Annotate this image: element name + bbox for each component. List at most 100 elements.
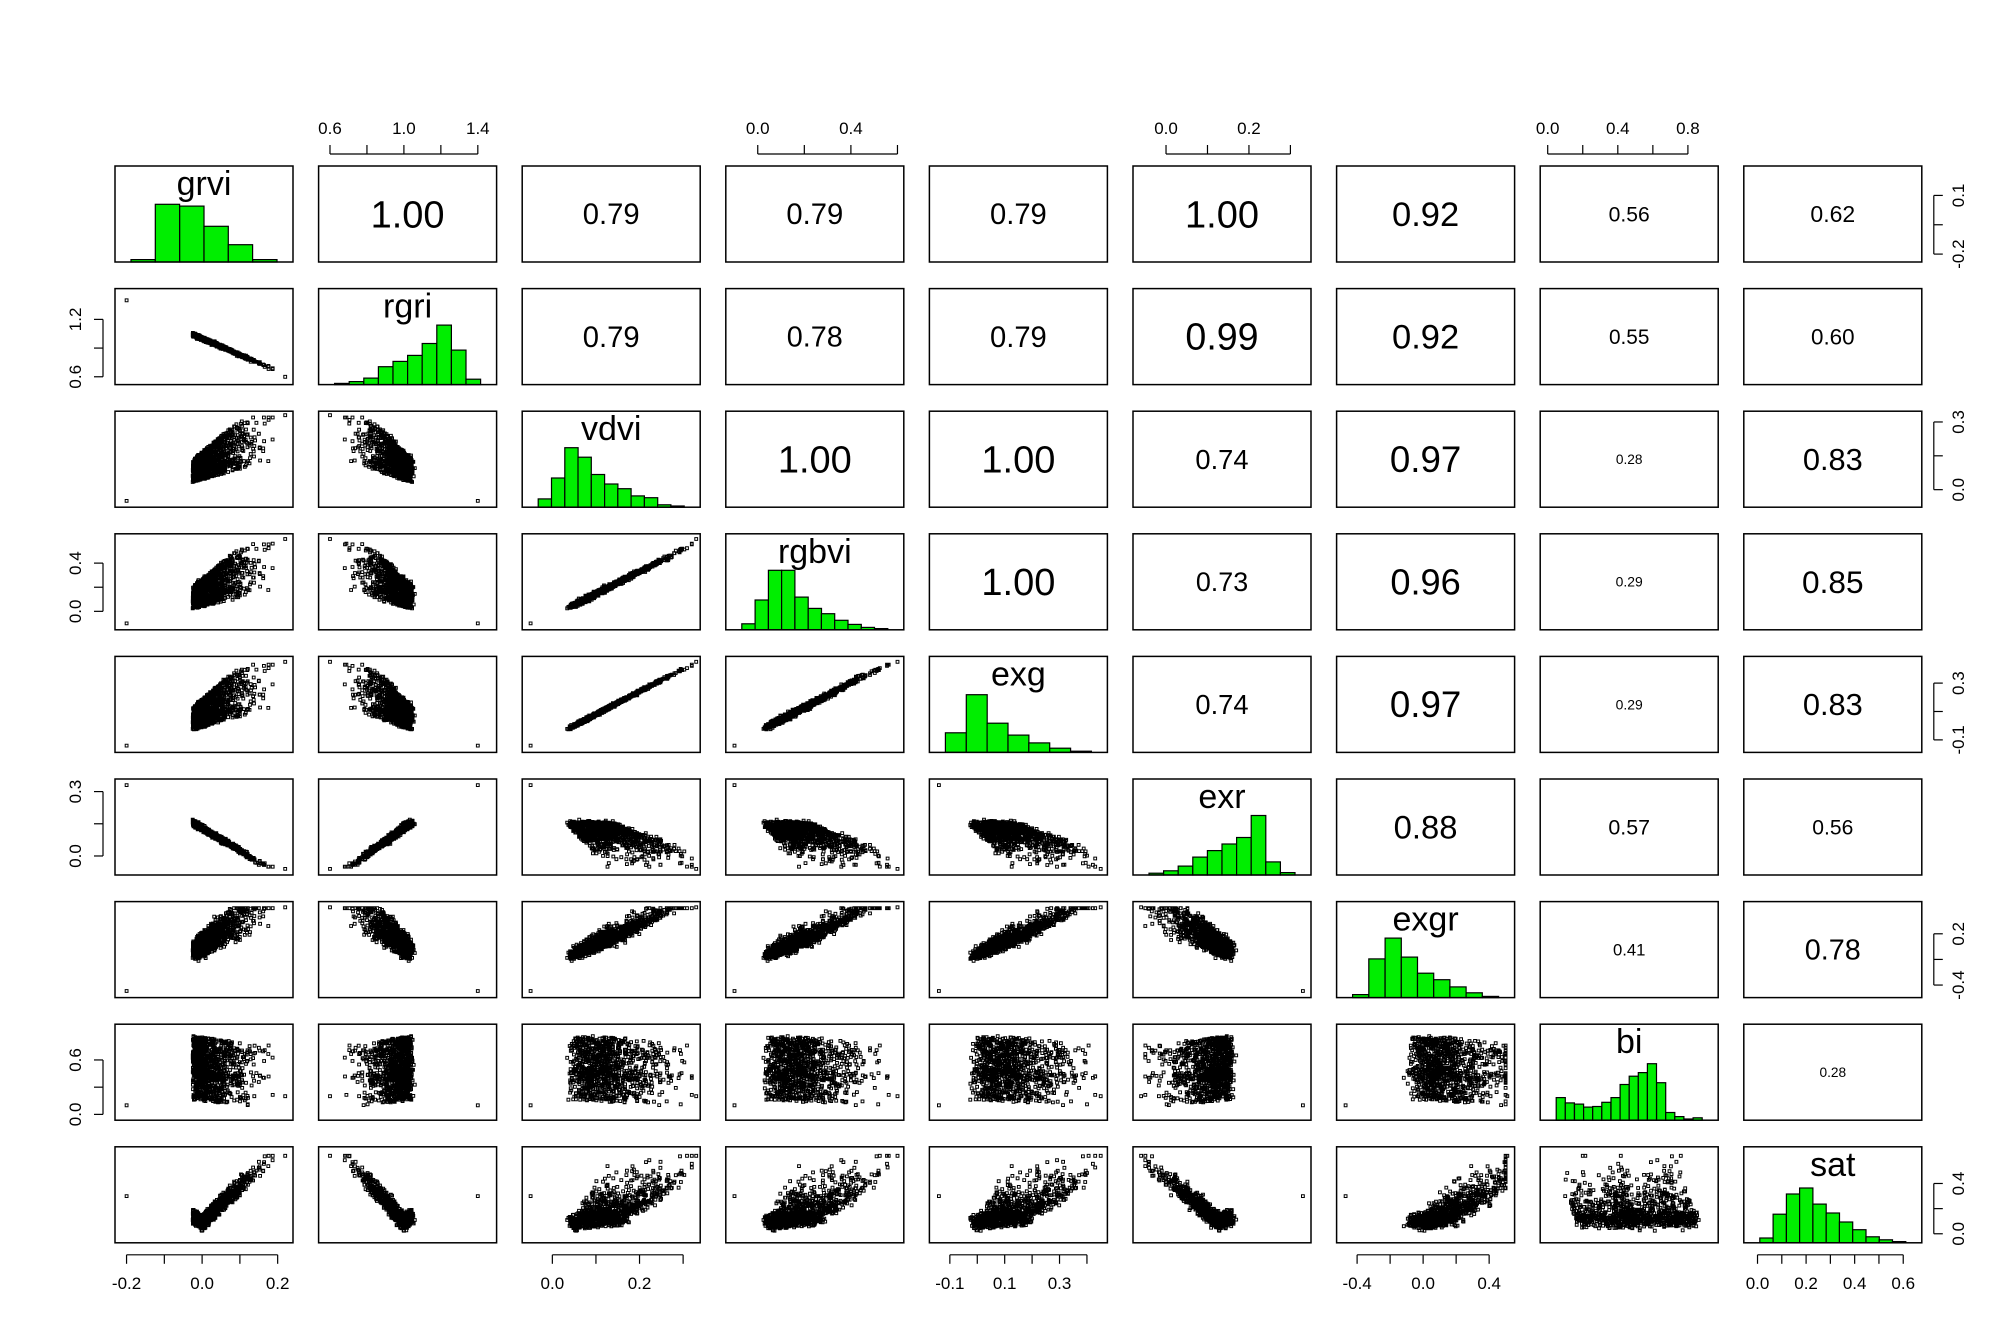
panel-exr-rgri (317, 778, 498, 876)
histogram-bar (154, 203, 181, 263)
correlation-label: 0.83 (1803, 687, 1863, 722)
panel-frame (521, 533, 701, 631)
panel-frame (114, 165, 294, 263)
panel-rgri-rgri: rgri (317, 288, 498, 386)
tick-label: -0.4 (1342, 1274, 1371, 1293)
panel-frame (521, 1023, 701, 1121)
correlation-label: 0.92 (1392, 196, 1459, 234)
panels-layer: grvi 1.00 0.79 0.79 0.79 1.00 0.92 0.56 0.62 rgri… (114, 165, 1923, 1244)
tick-label: 0.2 (1237, 119, 1261, 138)
panel-exr-exgr: 0.88 (1335, 778, 1516, 876)
panel-exgr-rgbvi (725, 900, 905, 999)
histogram-bar (1592, 1105, 1603, 1121)
variable-name-label: rgbvi (778, 533, 852, 571)
panel-grvi-rgbvi: 0.79 (725, 165, 905, 263)
panel-rgbvi-exgr: 0.96 (1335, 533, 1516, 631)
correlation-label: 0.41 (1613, 940, 1645, 959)
tick-label: 0.0 (66, 1103, 85, 1127)
correlation-label: 0.78 (787, 322, 843, 354)
panel-exgr-exg (928, 900, 1109, 999)
scatter-points (732, 1153, 900, 1233)
panel-exr-rgbvi (725, 778, 905, 876)
panel-exgr-vdvi (521, 900, 701, 999)
panel-frame (521, 778, 701, 876)
panel-frame (725, 165, 905, 263)
histogram-bar (577, 456, 592, 508)
panel-exgr-exgr: exgr (1335, 901, 1516, 999)
top-axis-exr: 0.0 0.2 (1154, 119, 1292, 155)
panel-frame (521, 287, 701, 386)
scatter-points (528, 783, 699, 871)
scatter-points (528, 659, 699, 748)
panel-exg-vdvi (521, 655, 701, 754)
histogram-bar (203, 225, 229, 263)
tick-label: 0.0 (190, 1274, 214, 1293)
histogram-bar (1601, 1101, 1612, 1121)
tick-label: -0.4 (1949, 970, 1968, 999)
histogram-bar (603, 483, 619, 508)
panel-frame (1132, 1146, 1312, 1244)
variable-name-label: exg (991, 655, 1046, 693)
panel-frame (928, 1146, 1109, 1244)
panel-frame (317, 410, 498, 508)
right-axis-exg: -0.1 0.3 (1933, 671, 1968, 755)
panel-frame (521, 900, 701, 999)
panel-bi-rgbvi (725, 1023, 905, 1121)
panel-vdvi-rgbvi: 1.00 (725, 410, 905, 508)
correlation-label: 0.60 (1811, 324, 1855, 349)
panel-frame (1335, 165, 1516, 263)
histogram-bar (834, 619, 849, 631)
panel-exgr-bi: 0.41 (1539, 900, 1719, 999)
histogram-bar (407, 354, 423, 386)
histogram-bar (550, 477, 566, 508)
panel-frame (521, 1146, 701, 1244)
correlation-label: 0.79 (583, 322, 640, 354)
panel-frame (317, 165, 498, 263)
scatter-points (124, 905, 288, 993)
correlation-label: 0.96 (1390, 561, 1460, 602)
panel-exg-rgri (317, 655, 498, 754)
panel-sat-rgbvi (725, 1146, 905, 1244)
scatter-points (732, 659, 900, 748)
scatter-points (124, 1034, 288, 1108)
panel-frame (1335, 778, 1516, 876)
panel-frame (928, 533, 1109, 631)
panel-vdvi-sat: 0.83 (1743, 410, 1923, 508)
scatter-points (1343, 1034, 1510, 1108)
histogram-bar (1637, 1071, 1649, 1121)
scatter-points (328, 1153, 480, 1233)
correlation-label: 1.00 (1185, 194, 1259, 236)
bottom-axis-vdvi: 0.0 0.2 (541, 1254, 684, 1293)
histogram-bar (1206, 849, 1223, 876)
variable-name-label: sat (1810, 1146, 1856, 1184)
tick-label: 0.4 (1843, 1274, 1867, 1293)
histogram-bar (1449, 986, 1467, 999)
panel-frame (1132, 900, 1312, 999)
panel-rgbvi-exg: 1.00 (928, 533, 1109, 631)
scatter-points (732, 905, 900, 993)
histogram-bar (1555, 1096, 1566, 1121)
panel-sat-rgri (317, 1146, 498, 1244)
scatter-points (528, 1034, 699, 1108)
scatter-points (937, 783, 1103, 871)
panel-bi-exg (928, 1023, 1109, 1121)
panel-frame (1743, 410, 1923, 508)
panel-exgr-sat: 0.78 (1743, 900, 1923, 999)
panel-frame (928, 287, 1109, 386)
panel-frame (1539, 410, 1719, 508)
panel-frame (725, 778, 905, 876)
panel-bi-exgr (1335, 1023, 1516, 1121)
panel-frame (1132, 533, 1312, 631)
histogram-bar (1192, 856, 1209, 876)
tick-label: 0.3 (1048, 1274, 1072, 1293)
tick-label: 0.0 (746, 119, 770, 138)
panel-rgbvi-rgbvi: rgbvi (725, 533, 905, 631)
histogram-bar (1785, 1193, 1801, 1244)
panel-frame (114, 287, 294, 386)
scatter-points (124, 783, 288, 871)
panel-frame (1335, 533, 1516, 631)
panel-bi-exr (1132, 1023, 1312, 1121)
scatter-points (328, 659, 480, 748)
panel-frame (114, 655, 294, 754)
